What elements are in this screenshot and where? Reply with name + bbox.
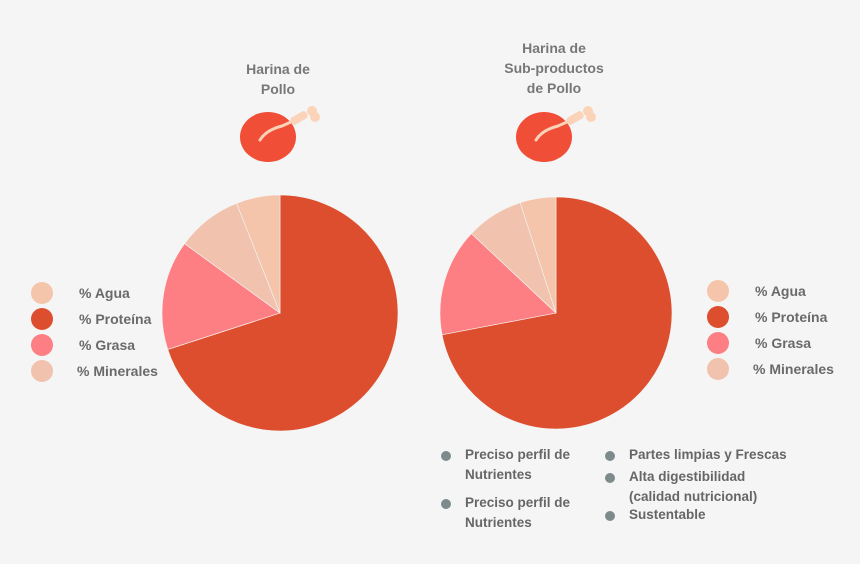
feature-line: Partes limpias y Frescas — [629, 447, 787, 462]
legend-label: % Agua — [79, 285, 130, 301]
pie-slice-grasa — [439, 233, 557, 336]
legend-swatch-minerales — [707, 358, 729, 380]
bullet-icon — [605, 451, 615, 461]
legend-label: % Agua — [755, 283, 806, 299]
right-chart-title: Harina de Sub-productos de Pollo — [504, 38, 604, 98]
feature-line: Nutrientes — [465, 515, 532, 530]
right-chart-title-line: Harina de — [522, 40, 586, 56]
feature-line: (calidad nutricional) — [629, 489, 758, 504]
bullet-icon — [441, 499, 451, 509]
legend-label: % Proteína — [755, 309, 828, 325]
bullet-icon — [605, 473, 615, 483]
feature-line: Preciso perfil de — [465, 447, 571, 462]
feature-item: Preciso perfil de Nutrientes — [441, 445, 591, 485]
pie-chart-harina-sub-productos — [439, 196, 673, 430]
right-chart-title-line: de Pollo — [526, 80, 582, 96]
left-chart-title: Harina de Pollo — [246, 59, 310, 99]
chicken-leg-icon — [240, 106, 320, 162]
legend-swatch-proteina — [31, 308, 53, 330]
chicken-leg-icon — [516, 106, 596, 162]
pie-slice-agua — [236, 194, 281, 314]
left-chart-title-line: Pollo — [260, 81, 296, 97]
feature-line: Preciso perfil de — [465, 495, 571, 510]
legend-label: % Proteína — [79, 311, 152, 327]
legend-swatch-grasa — [707, 332, 729, 354]
legend-swatch-proteina — [707, 306, 729, 328]
legend-swatch-agua — [31, 282, 53, 304]
pie-slice-proteina — [441, 196, 673, 430]
pie-slice-agua — [519, 196, 557, 314]
pie-slice-grasa — [161, 243, 281, 350]
legend-label: % Minerales — [77, 363, 158, 379]
pie-slice-proteina — [167, 194, 399, 432]
feature-item: Alta digestibilidad (calidad nutricional… — [605, 467, 805, 507]
legend-label: % Minerales — [753, 361, 834, 377]
legend-label: % Grasa — [755, 335, 812, 351]
legend-label: % Grasa — [79, 337, 136, 353]
feature-line: Nutrientes — [465, 467, 532, 482]
feature-line: Sustentable — [629, 507, 706, 522]
right-chart-title-line: Sub-productos — [504, 60, 604, 76]
feature-item: Partes limpias y Frescas — [605, 445, 805, 465]
legend-swatch-agua — [707, 280, 729, 302]
feature-item: Sustentable — [605, 505, 805, 525]
left-chart-title-line: Harina de — [246, 61, 310, 77]
feature-item: Preciso perfil de Nutrientes — [441, 493, 591, 533]
bullet-icon — [441, 451, 451, 461]
feature-line: Alta digestibilidad — [629, 469, 746, 484]
pie-chart-harina-de-pollo — [161, 194, 399, 432]
legend-swatch-minerales — [31, 360, 53, 382]
legend-swatch-grasa — [31, 334, 53, 356]
bullet-icon — [605, 511, 615, 521]
